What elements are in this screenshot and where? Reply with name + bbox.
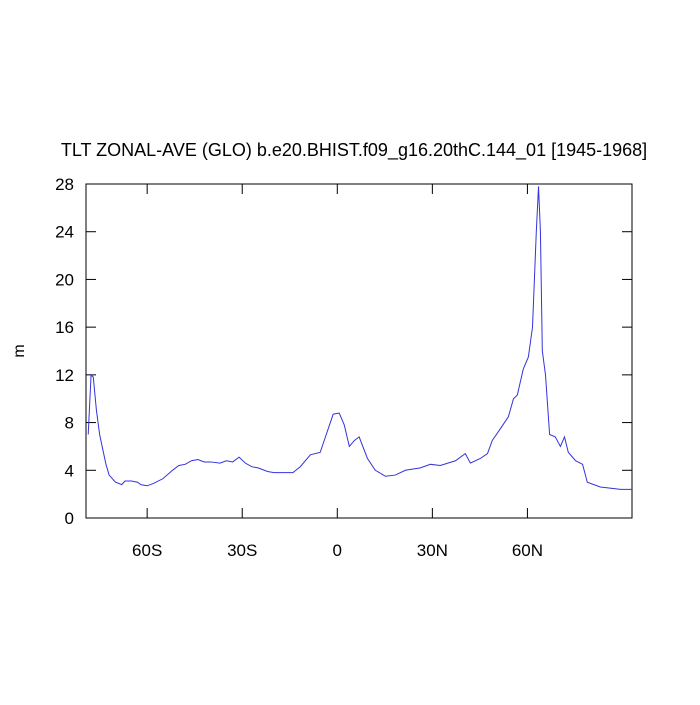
y-tick-label: 16 <box>55 318 74 337</box>
y-tick-label: 0 <box>65 509 74 528</box>
chart-title: TLT ZONAL-AVE (GLO) b.e20.BHIST.f09_g16.… <box>61 140 647 161</box>
x-tick-label: 30N <box>417 541 448 560</box>
y-tick-label: 8 <box>65 414 74 433</box>
y-tick-label: 24 <box>55 223 74 242</box>
y-tick-label: 28 <box>55 175 74 194</box>
y-tick-label: 12 <box>55 366 74 385</box>
plot-frame <box>85 183 633 519</box>
y-tick-label: 20 <box>55 270 74 289</box>
x-tick-label: 30S <box>227 541 257 560</box>
y-tick-label: 4 <box>65 461 74 480</box>
data-line <box>87 186 632 490</box>
x-tick-label: 60S <box>132 541 162 560</box>
y-axis-label: m <box>11 344 28 357</box>
x-tick-label: 60N <box>512 541 543 560</box>
x-tick-label: 0 <box>333 541 342 560</box>
